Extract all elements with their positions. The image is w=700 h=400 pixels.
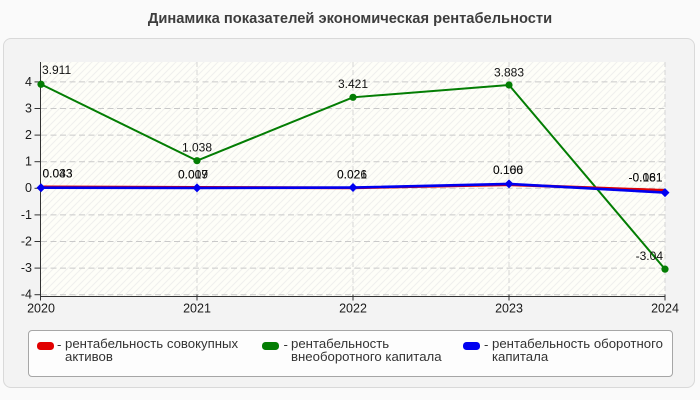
- svg-text:0.026: 0.026: [337, 167, 367, 181]
- svg-text:-1: -1: [21, 208, 32, 222]
- svg-text:0.043: 0.043: [43, 166, 73, 180]
- svg-text:0.007: 0.007: [178, 167, 208, 181]
- svg-text:2023: 2023: [495, 302, 523, 316]
- svg-text:-3.04: -3.04: [636, 249, 664, 263]
- svg-text:3.421: 3.421: [338, 77, 368, 91]
- svg-text:1: 1: [25, 155, 32, 169]
- svg-text:3.911: 3.911: [42, 63, 71, 77]
- svg-text:2024: 2024: [651, 302, 679, 316]
- svg-text:4: 4: [25, 75, 32, 89]
- svg-text:1.038: 1.038: [182, 140, 212, 154]
- svg-text:2: 2: [25, 128, 32, 142]
- svg-text:0.019: 0.019: [178, 167, 208, 181]
- svg-text:0.021: 0.021: [337, 167, 367, 181]
- svg-text:-4: -4: [21, 288, 32, 302]
- svg-text:-3: -3: [21, 261, 32, 275]
- svg-text:0: 0: [25, 181, 32, 195]
- svg-text:3.883: 3.883: [494, 66, 524, 80]
- svg-text:-2: -2: [21, 234, 32, 248]
- svg-text:-0.161: -0.161: [628, 170, 662, 184]
- svg-text:2021: 2021: [183, 302, 211, 316]
- svg-text:0.100: 0.100: [493, 163, 523, 177]
- svg-text:0.166: 0.166: [493, 163, 523, 177]
- svg-text:-0.081: -0.081: [628, 170, 662, 184]
- svg-text:2022: 2022: [339, 302, 367, 316]
- svg-text:0.033: 0.033: [43, 166, 73, 180]
- svg-text:2020: 2020: [27, 302, 55, 316]
- svg-text:3: 3: [25, 101, 32, 115]
